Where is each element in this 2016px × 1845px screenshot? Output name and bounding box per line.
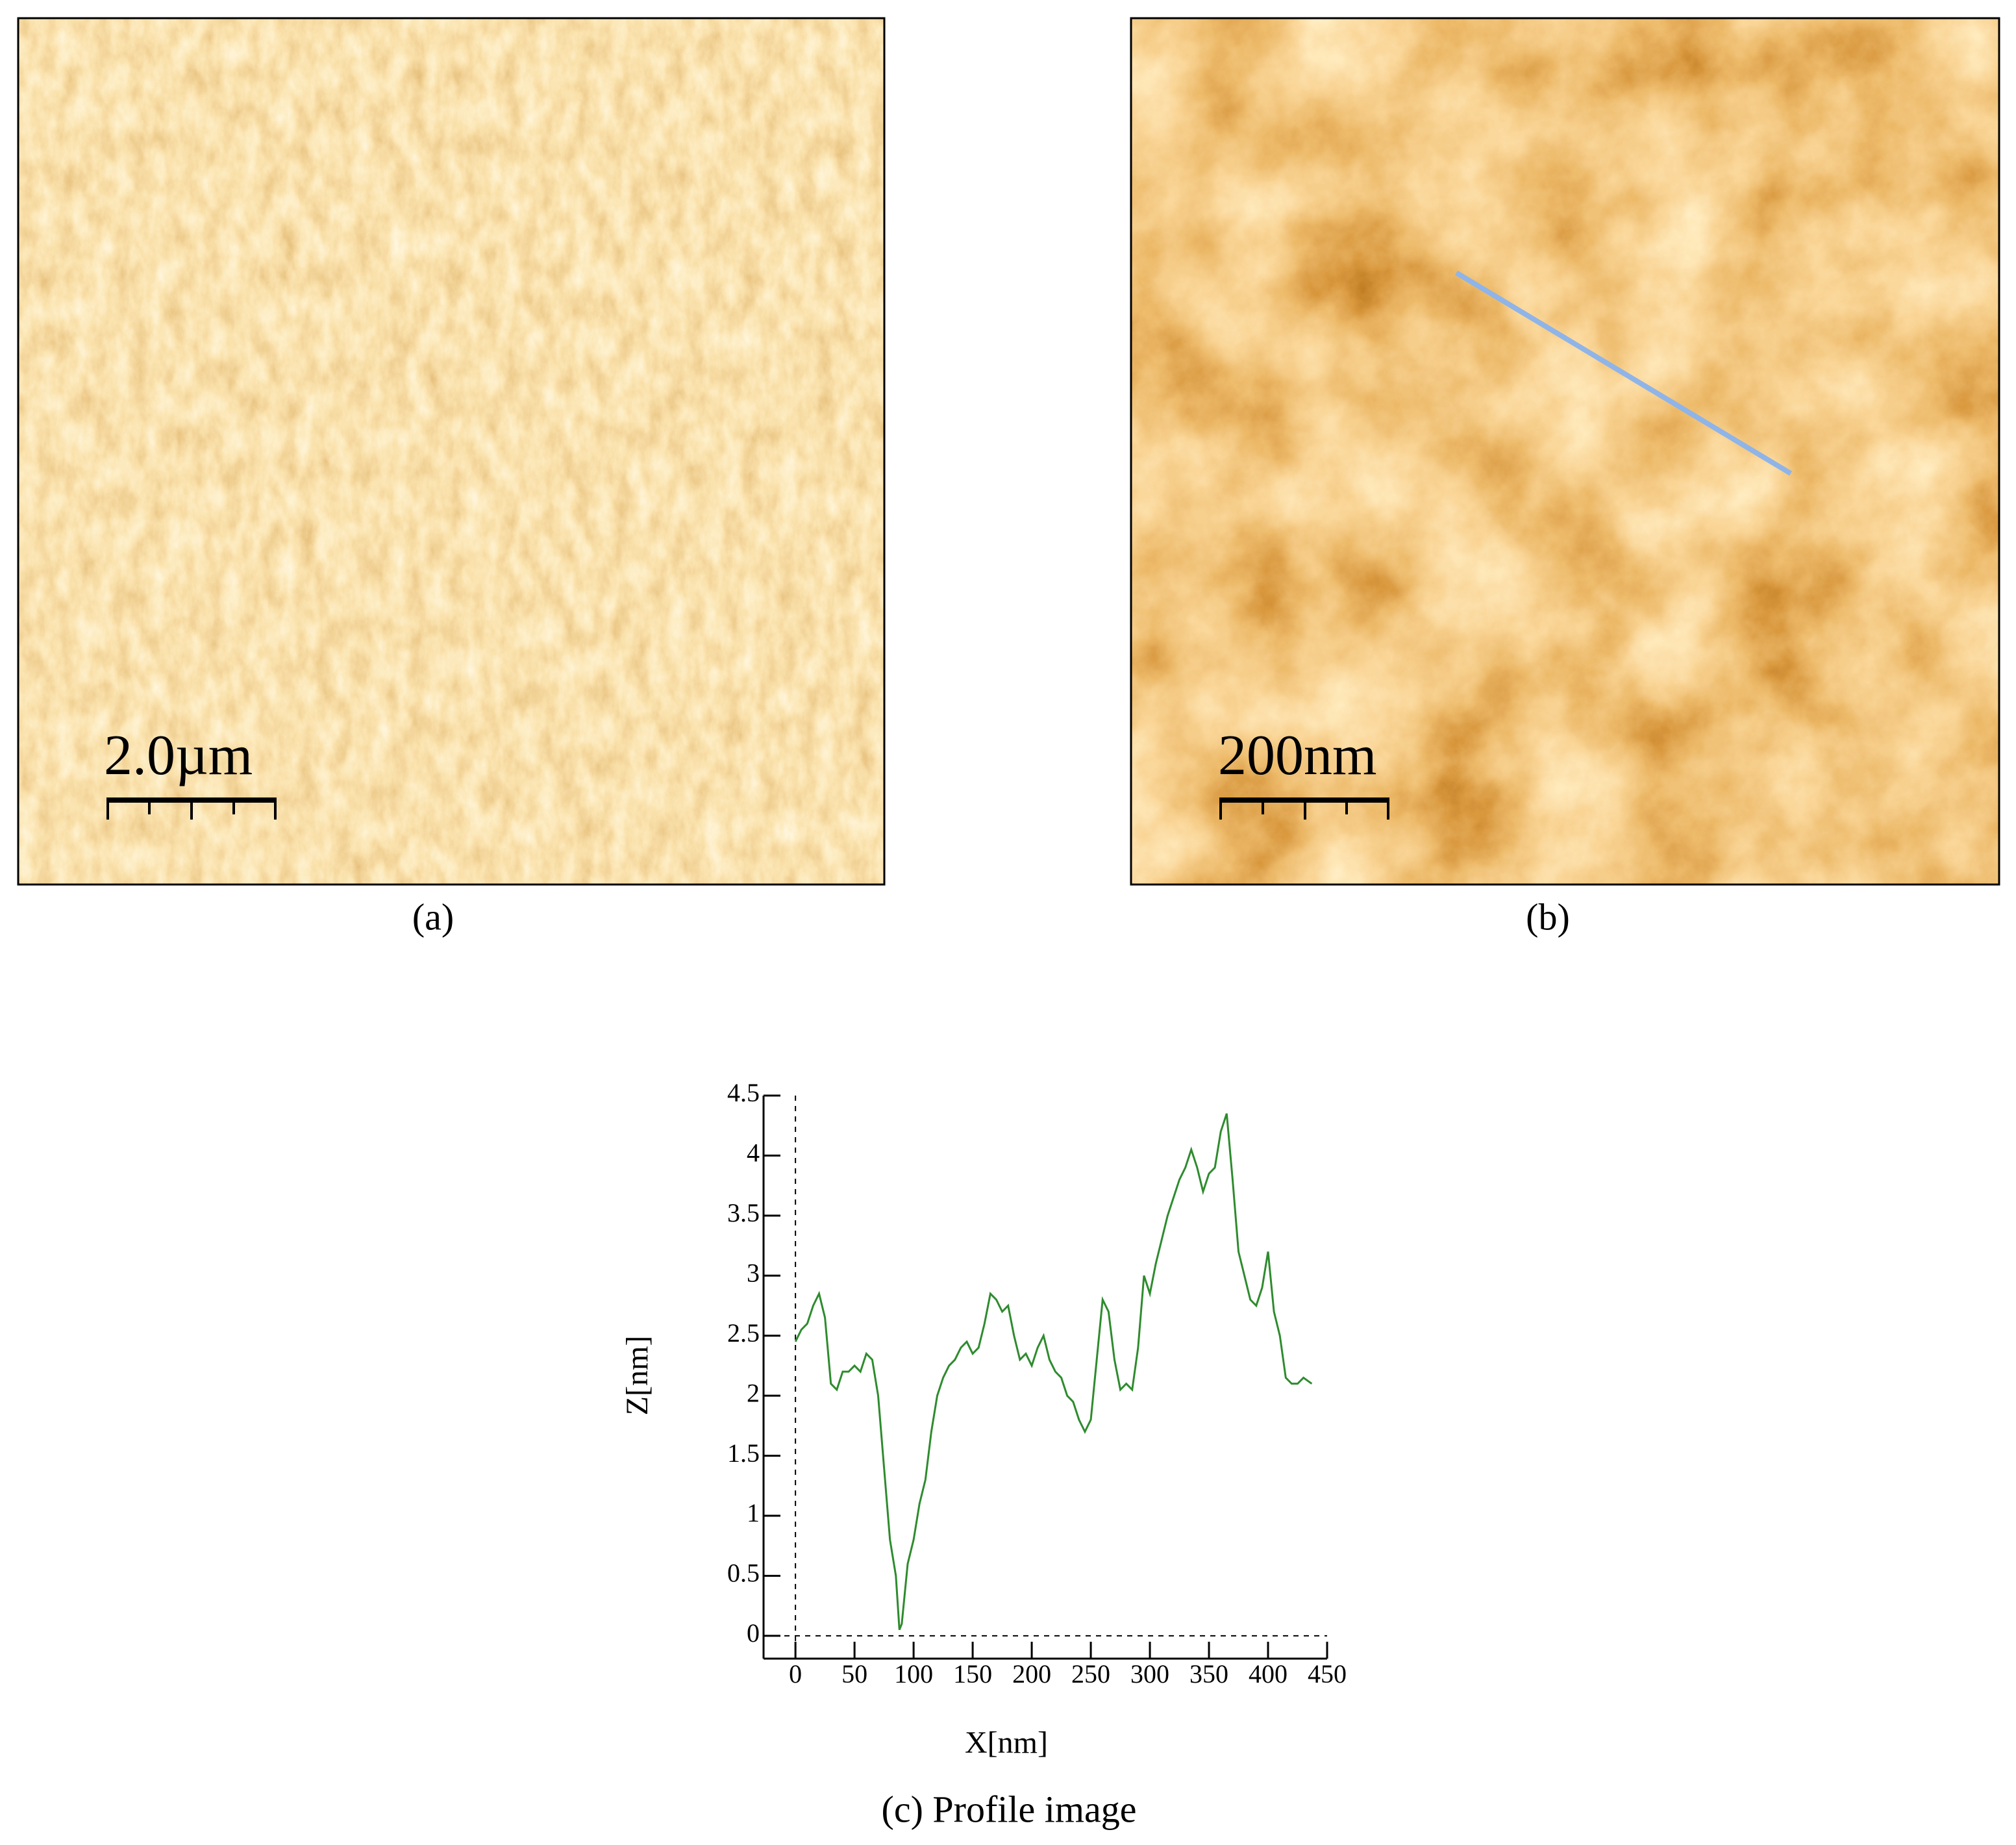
y-tick-label: 2.5 (727, 1318, 760, 1348)
y-tick-label: 4 (747, 1138, 760, 1168)
panel-caption: (b) (1526, 896, 1570, 938)
y-tick-label: 3.5 (727, 1198, 760, 1227)
y-tick-label: 1.5 (727, 1438, 760, 1468)
x-tick-label: 100 (894, 1659, 933, 1688)
y-tick-label: 2 (747, 1378, 760, 1407)
profile-line (794, 1113, 1313, 1631)
image-frame (17, 17, 886, 886)
panel-caption: (a) (412, 896, 454, 938)
scale-bar (106, 797, 277, 820)
x-tick-label: 200 (1012, 1659, 1051, 1688)
y-axis-label: Z[nm] (620, 1336, 654, 1416)
x-tick-label: 150 (953, 1659, 992, 1688)
profile-chart: Z[nm] X[nm] (c) Profile image 0 0.5 1 1.5 2 2… (620, 1078, 1347, 1830)
x-tick-label: 250 (1071, 1659, 1110, 1688)
panel-b: 200nm (b) (1130, 17, 2000, 938)
x-tick-label: 450 (1308, 1659, 1347, 1688)
scale-bar-label: 2.0µm (104, 724, 253, 787)
y-tick-label: 0.5 (727, 1559, 760, 1588)
scale-bar-label: 200nm (1218, 724, 1376, 787)
afm-image (1131, 18, 1999, 885)
image-frame (1130, 17, 2000, 886)
scale-bar (1219, 797, 1389, 820)
x-axis-label: X[nm] (965, 1726, 1048, 1760)
afm-image (18, 18, 884, 885)
y-tick-label: 1 (747, 1498, 760, 1527)
x-tick-label: 350 (1189, 1659, 1228, 1688)
profile-line (1454, 270, 1793, 476)
panel-a: 2.0µm (a) (17, 17, 886, 938)
x-tick-label: 400 (1249, 1659, 1288, 1688)
x-tick-label: 50 (841, 1659, 867, 1688)
y-tick-label: 3 (747, 1258, 760, 1287)
y-tick-label: 0 (747, 1618, 760, 1648)
x-tick-label: 300 (1130, 1659, 1169, 1688)
y-tick-label: 4.5 (727, 1078, 760, 1107)
x-tick-label: 0 (789, 1659, 802, 1688)
chart-caption: (c) Profile image (882, 1788, 1137, 1830)
